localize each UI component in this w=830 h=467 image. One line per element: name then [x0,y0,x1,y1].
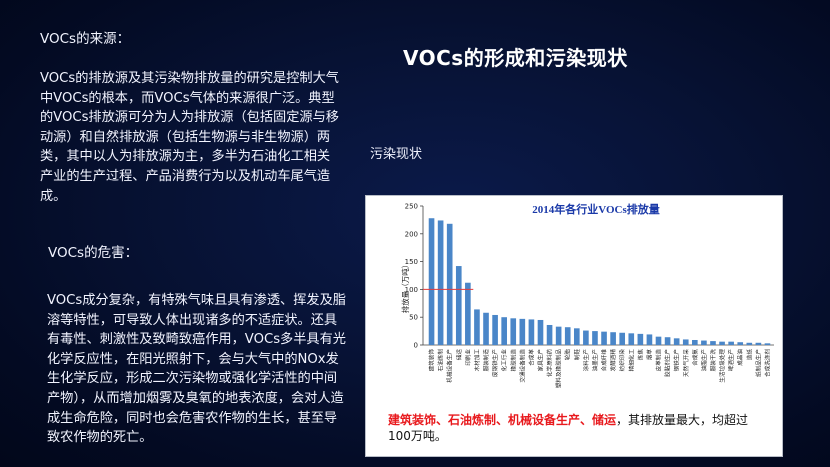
bar [465,282,471,345]
x-category-label: 交通设备制造 [518,349,526,383]
pollution-status-heading: 污染现状 [370,147,423,162]
caption-highlight: 建筑装饰、石油炼制、机械设备生产、储运 [388,413,617,427]
x-category-label: 木材加工 [473,349,481,372]
bar [428,218,435,345]
x-category-label: 烟草 [645,349,653,361]
x-category-label: 废钢铁生产 [491,349,499,377]
x-category-label: 化学原料药 [546,349,554,377]
y-tick-label: 250 [405,203,418,211]
bar [474,309,480,345]
bar [610,332,616,345]
bar [455,266,462,345]
bar [655,336,662,345]
bar [501,317,507,345]
x-category-label: 涂料生产 [582,349,590,372]
x-category-label: 机械设备生产 [446,349,454,383]
bar [437,220,444,345]
bar [637,333,644,345]
bar [446,223,453,345]
bar [601,331,607,345]
bar [764,343,771,345]
x-category-label: 生活垃圾处理 [718,349,726,383]
x-category-label: 钢铁生产 [673,349,681,372]
y-tick-label: 50 [409,314,418,322]
sources-heading: VOCs的来源： [40,31,131,47]
bar [737,342,744,345]
hazards-heading: VOCs的危害： [48,245,139,261]
bar [755,342,762,345]
bar [673,338,680,345]
bar [719,341,725,345]
x-category-label: 轮胎 [564,349,572,361]
bar [483,312,489,345]
bar [628,333,635,345]
x-category-label: 皮革制造 [655,349,663,372]
x-category-label: 印刷业 [464,349,472,366]
x-category-label: 塑料及橡胶制品 [555,349,563,389]
bar [583,330,589,345]
chart-title: 2014年各行业VOCs排放量 [532,202,660,216]
hazards-paragraph: VOCs成分复杂，有特殊气味且具有渗透、挥发及脂溶等特性，可导致人体出现诸多的不… [47,293,346,446]
bar [746,342,753,345]
x-category-label: 炼焦 [636,349,644,361]
x-category-label: 精细化工 [627,349,635,372]
bar [664,337,671,345]
bar [573,328,580,345]
x-category-label: 发酵酒精 [609,349,617,372]
x-category-labels: 建筑装饰 石油炼制 机械设备生产 储运 印刷业 木材加工 服装制造 废钢铁生产 化工行业 橡胶制造… [428,349,772,389]
x-category-label: 合成氨 [691,349,699,366]
bar [564,327,571,345]
x-category-label: 胶黏剂生产 [664,349,672,377]
bar [492,314,498,345]
y-tick-labels: 0 50 100 150 200 250 [405,203,423,350]
bar [728,341,734,345]
x-category-label: 建筑装饰 [428,349,436,372]
x-category-label: 服装制造 [482,349,490,372]
bar [682,339,689,345]
x-category-label: 纸制品生产 [754,349,762,377]
emissions-chart-panel: 2014年各行业VOCs排放量 排放量（万吨） 0 50 100 150 200 250 … [365,195,783,457]
x-category-label: 制鞋 [573,349,581,361]
bar [592,331,598,345]
y-tick-label: 150 [405,258,418,266]
x-category-label: 油脂生产 [700,349,708,372]
x-category-label: 合成革 [527,349,535,366]
bar [537,319,544,345]
x-category-label: 橡胶制造 [509,349,517,372]
x-category-label: 纺织印染 [618,349,626,372]
x-category-label: 合成洗涤剂 [763,349,771,377]
x-category-label: 油墨生产 [591,349,599,372]
sources-paragraph: VOCs的排放源及其污染物排放量的研究是控制大气中VOCs的根本，而VOCs气体… [40,71,339,204]
bar [528,319,535,345]
slide-title: VOCs的形成和污染现状 [403,46,628,70]
bar [546,324,553,345]
caption-rest: ，其排放量最大，均超过100万吨。 [388,413,749,443]
bar [710,341,716,345]
bar [519,318,526,345]
x-category-label: 成品油 [736,349,744,366]
x-category-label: 合成纤维 [600,349,608,372]
bar [646,334,653,345]
x-category-label: 储运 [455,349,463,361]
bar [619,332,626,345]
y-tick-label: 200 [405,230,418,238]
x-category-label: 家具生产 [536,349,544,372]
y-tick-label: 0 [414,342,418,350]
bar [510,318,517,345]
emissions-bar-chart: 2014年各行业VOCs排放量 排放量（万吨） 050100150200250 … [400,202,774,389]
x-category-label: 造纸 [745,349,753,361]
x-category-label: 化工行业 [500,349,508,372]
x-category-label: 服装干洗 [709,349,717,372]
chart-caption: 建筑装饰、石油炼制、机械设备生产、储运，其排放量最大，均超过100万吨。 [388,412,752,444]
x-category-label: 石油炼制 [437,349,445,372]
bar [701,340,707,345]
y-axis-label: 排放量（万吨） [400,261,410,314]
bar-series [428,218,771,345]
x-category-label: 天然气开采 [682,349,690,377]
bar [692,339,698,345]
bar [555,326,562,345]
x-category-label: 啤酒生产 [727,349,735,372]
y-tick-label: 100 [405,286,418,294]
